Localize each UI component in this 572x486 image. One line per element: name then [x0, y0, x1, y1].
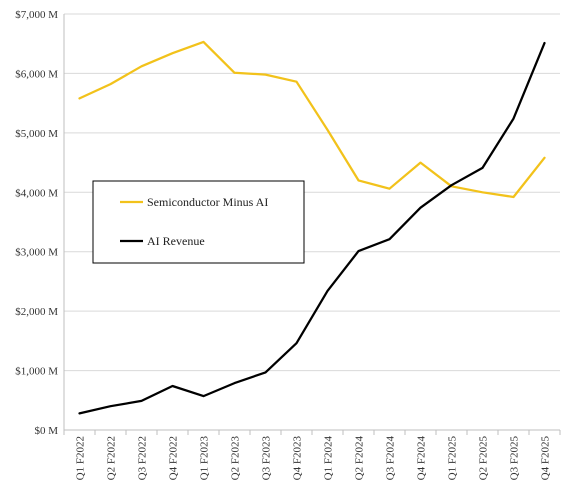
x-tick-labels: Q1 F2022 Q2 F2022 Q3 F2022 Q4 F2022 Q1 F2023…	[75, 436, 552, 481]
y-tick-label: $4,000 M	[15, 187, 58, 199]
axes	[63, 14, 561, 435]
y-tick-label: $3,000 M	[15, 247, 58, 259]
legend: Semiconductor Minus AI AI Revenue	[92, 180, 305, 264]
x-tick-label: Q1 F2023	[199, 436, 211, 481]
y-tick-label: $0 M	[34, 425, 58, 437]
x-tick-label: Q4 F2022	[168, 436, 180, 480]
x-tick-label: Q2 F2022	[106, 436, 118, 480]
x-tick-label: Q2 F2024	[354, 436, 366, 481]
legend-label: Semiconductor Minus AI	[147, 195, 268, 209]
x-tick-label: Q4 F2024	[416, 436, 428, 481]
x-tick-label: Q4 F2025	[540, 436, 552, 481]
x-tick-label: Q1 F2024	[323, 436, 335, 481]
x-tick-label: Q2 F2025	[478, 436, 490, 481]
legend-box	[92, 180, 305, 264]
x-tick-label: Q3 F2024	[385, 436, 397, 481]
x-tick-label: Q4 F2023	[292, 436, 304, 481]
y-tick-label: $5,000 M	[15, 128, 58, 140]
y-tick-labels: $0 M $1,000 M $2,000 M $3,000 M $4,000 M $5,0…	[15, 9, 58, 437]
x-tick-label: Q3 F2022	[137, 436, 149, 480]
y-tick-label: $6,000 M	[15, 68, 58, 80]
x-tick-label: Q1 F2025	[447, 436, 459, 481]
legend-label: AI Revenue	[147, 234, 205, 248]
x-tick-label: Q3 F2025	[509, 436, 521, 481]
series-lines	[78, 40, 546, 415]
y-tick-label: $2,000 M	[15, 306, 58, 318]
x-tick-label: Q1 F2022	[75, 436, 87, 480]
series-line-semiconductor-minus-ai	[78, 40, 546, 199]
x-tick-label: Q2 F2023	[230, 436, 242, 481]
x-tick-label: Q3 F2023	[261, 436, 273, 481]
y-tick-label: $1,000 M	[15, 366, 58, 378]
series-line-ai-revenue	[78, 41, 546, 415]
y-tick-label: $7,000 M	[15, 9, 58, 21]
